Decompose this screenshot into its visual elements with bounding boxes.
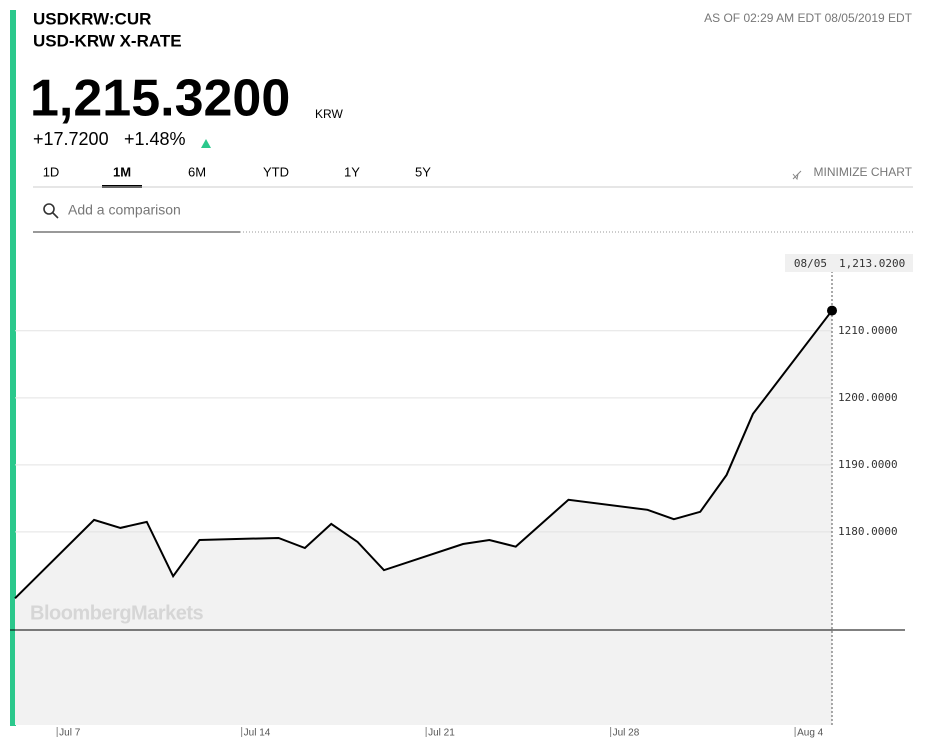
up-arrow: [201, 139, 211, 148]
x-tick-label: Jul 14: [244, 728, 271, 739]
area: [15, 310, 832, 725]
instrument-name: USD-KRW X-RATE: [33, 31, 182, 50]
time-range-tab[interactable]: 6M: [188, 164, 206, 179]
chart: 1180.0000 1190.0000 1200.0000 1210.0000 Bloo…: [10, 254, 913, 739]
x-tick-label: Aug 4: [797, 728, 824, 739]
crosshair-box: [785, 254, 913, 272]
watermark: BloombergMarkets: [30, 602, 204, 624]
crosshair-date: 08/05: [794, 257, 827, 270]
y-tick-label: 1180.0000: [838, 525, 898, 538]
last-point: [827, 305, 837, 316]
time-range-tab[interactable]: 1Y: [344, 164, 360, 179]
x-tick-label: Jul 7: [59, 728, 81, 739]
minimize-icon: [792, 170, 802, 181]
change: +17.7200: [33, 129, 109, 149]
tabs: 1D 1M 6M YTD 1Y 5Y: [43, 164, 431, 188]
time-range-tab[interactable]: 1M: [113, 164, 131, 179]
time-range-tab[interactable]: 5Y: [415, 164, 431, 179]
accent-bar: [10, 10, 16, 726]
price: 1,215.3200: [30, 70, 290, 128]
crosshair-value: 1,213.0200: [839, 257, 905, 270]
y-tick-label: 1210.0000: [838, 324, 898, 337]
time-range-tab[interactable]: YTD: [263, 164, 289, 179]
time-range-tab[interactable]: 1D: [43, 164, 60, 179]
comparison-input[interactable]: Add a comparison: [68, 202, 181, 218]
currency: KRW: [315, 107, 343, 121]
timestamp: AS OF 02:29 AM EDT 08/05/2019 EDT: [704, 11, 913, 25]
search-icon-handle: [52, 212, 59, 219]
ticker: USDKRW:CUR: [33, 9, 151, 28]
y-tick-label: 1200.0000: [838, 391, 898, 404]
x-tick-label: Jul 21: [428, 728, 455, 739]
price-line: [14, 309, 833, 600]
x-tick-label: Jul 28: [613, 728, 640, 739]
y-tick-label: 1190.0000: [838, 458, 898, 471]
change-percent: +1.48%: [124, 129, 186, 149]
minimize-button[interactable]: MINIMIZE CHART: [814, 165, 913, 179]
search-icon: [43, 203, 55, 215]
